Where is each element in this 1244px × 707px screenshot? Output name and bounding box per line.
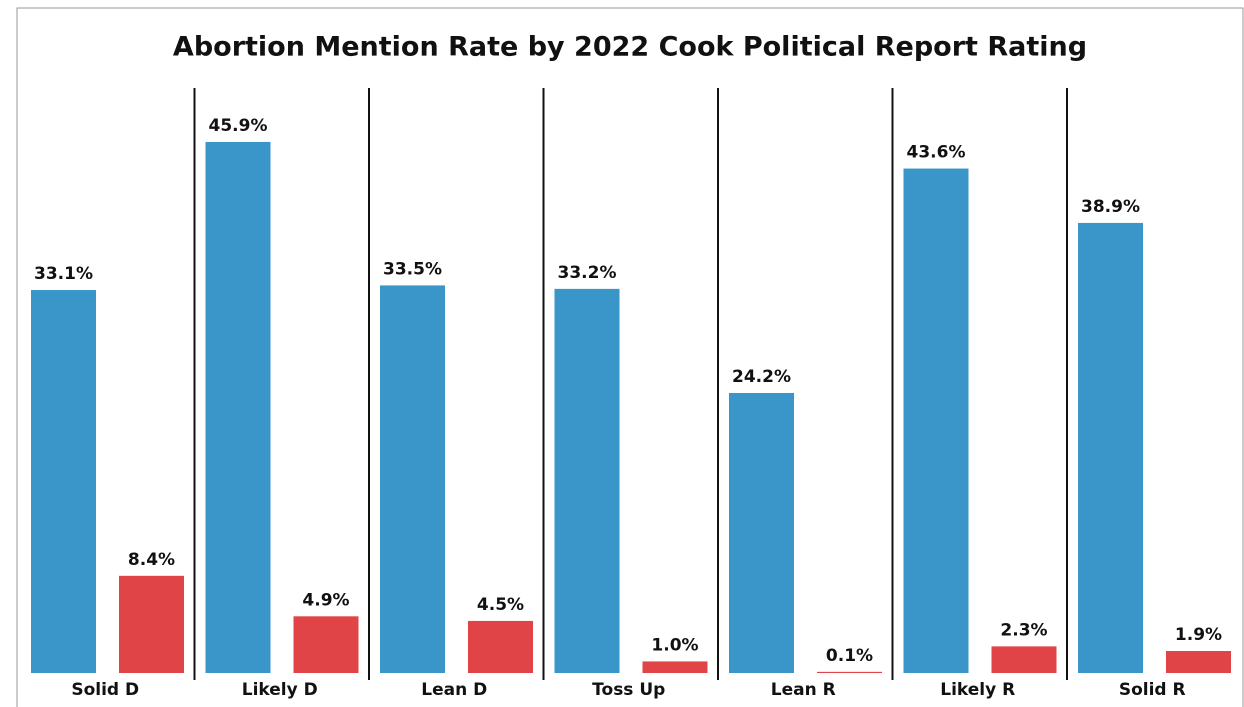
x-tick-label: Lean R <box>771 680 836 700</box>
bar <box>642 661 708 673</box>
value-label: 33.1% <box>34 264 93 284</box>
value-label: 24.2% <box>732 367 791 387</box>
value-label: 38.9% <box>1081 197 1140 217</box>
value-label: 33.2% <box>558 263 617 283</box>
bar <box>119 575 184 673</box>
value-label: 2.3% <box>1000 620 1047 640</box>
bar <box>380 285 445 673</box>
x-tick-label: Toss Up <box>592 680 665 700</box>
bar <box>817 671 882 673</box>
bar <box>729 393 794 673</box>
value-label: 0.1% <box>826 646 873 666</box>
value-label: 4.9% <box>302 590 349 610</box>
value-label: 45.9% <box>209 116 268 136</box>
bar <box>205 141 271 673</box>
value-label: 4.5% <box>477 595 524 615</box>
bar <box>1166 651 1231 673</box>
chart-title: Abortion Mention Rate by 2022 Cook Polit… <box>173 32 1087 63</box>
x-tick-label: Solid D <box>71 680 139 700</box>
value-label: 43.6% <box>907 143 966 163</box>
value-label: 1.9% <box>1175 625 1222 645</box>
x-tick-label: Likely D <box>242 680 318 700</box>
value-label: 33.5% <box>383 259 442 279</box>
bar <box>293 616 359 673</box>
bar <box>903 168 969 673</box>
bar <box>554 288 620 673</box>
bar <box>468 620 533 673</box>
bar <box>1078 222 1143 673</box>
x-tick-label: Lean D <box>421 680 487 700</box>
bar <box>991 646 1057 673</box>
x-tick-label: Likely R <box>940 680 1015 700</box>
value-label: 8.4% <box>128 550 175 570</box>
frame <box>16 7 1244 707</box>
x-tick-label: Solid R <box>1119 680 1186 700</box>
value-label: 1.0% <box>651 635 698 655</box>
bar <box>31 290 96 673</box>
